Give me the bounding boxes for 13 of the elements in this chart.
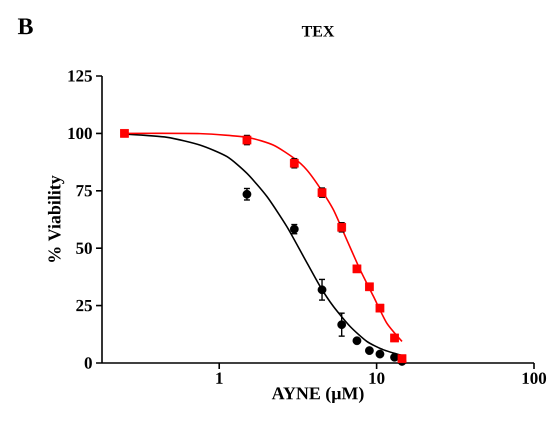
x-tick-label: 10: [370, 372, 384, 384]
y-tick-label: 75: [76, 185, 92, 196]
y-tick-label: 25: [76, 300, 92, 312]
x-axis-title: AYNE (μM): [272, 386, 364, 404]
chart-title: TEX: [302, 26, 334, 36]
y-axis-title: % Viability: [48, 175, 64, 262]
y-tick-label: 0: [84, 357, 92, 369]
y-tick-label: 50: [76, 242, 92, 254]
x-tick-label: 100: [522, 372, 546, 384]
y-tick-label: 100: [68, 128, 92, 140]
y-tick-label: 125: [68, 70, 92, 82]
text: B: [18, 18, 33, 34]
x-tick-label: 1: [216, 372, 223, 384]
